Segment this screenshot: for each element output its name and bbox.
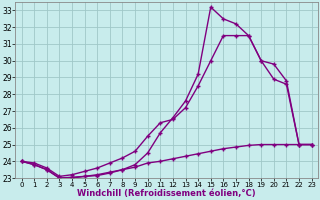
X-axis label: Windchill (Refroidissement éolien,°C): Windchill (Refroidissement éolien,°C): [77, 189, 256, 198]
